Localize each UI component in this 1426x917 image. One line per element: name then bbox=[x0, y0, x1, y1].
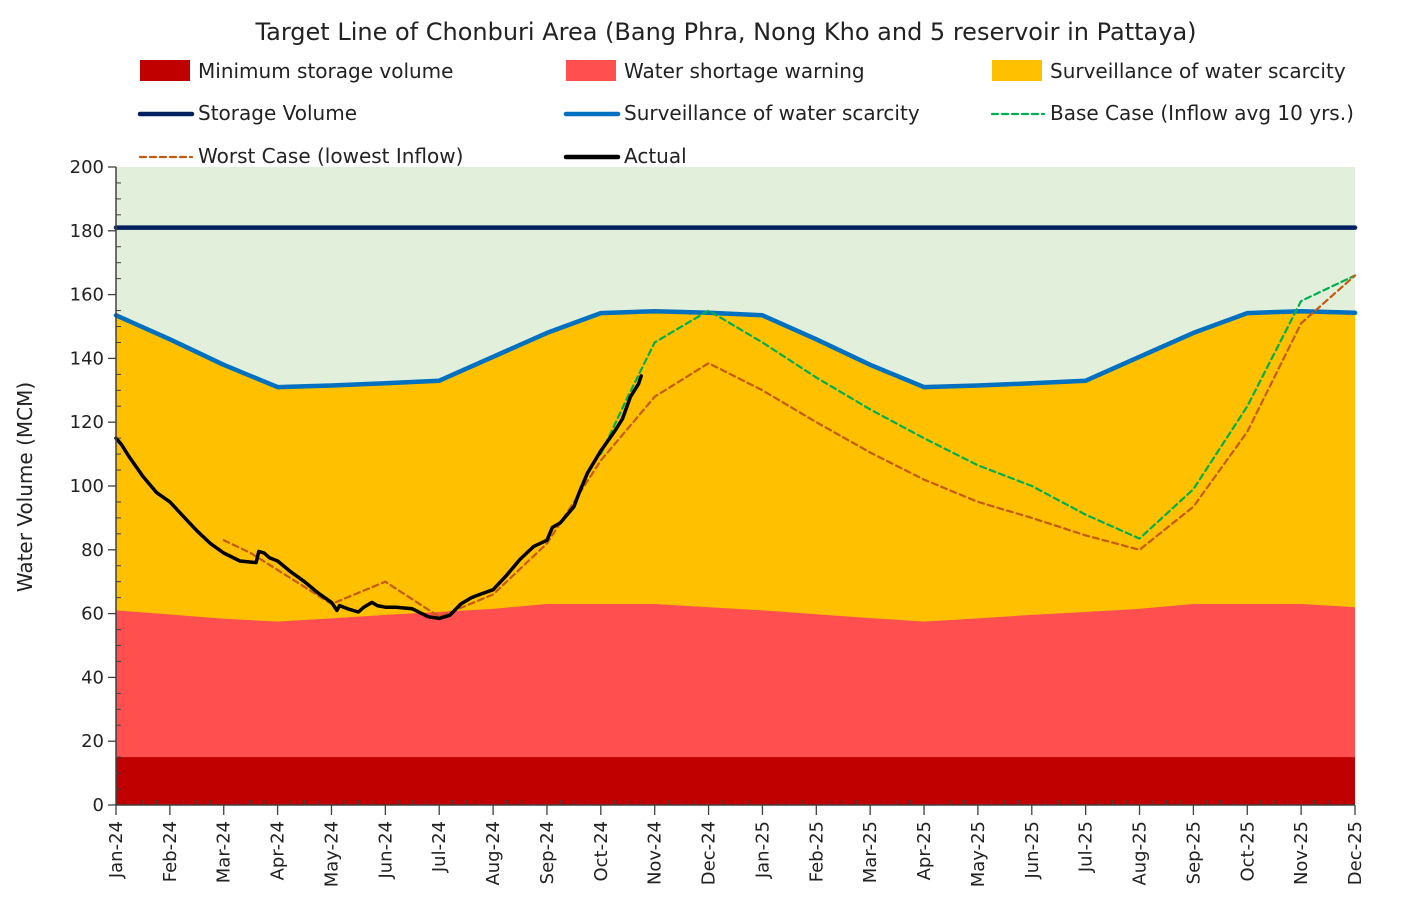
y-tick-label-1: 20 bbox=[81, 731, 104, 752]
plot-area bbox=[113, 167, 1358, 805]
legend-item-1: Water shortage warning bbox=[566, 59, 865, 83]
y-axis-title: Water Volume (MCM) bbox=[13, 382, 37, 592]
y-tick-label-9: 180 bbox=[70, 221, 104, 242]
legend-swatch-1 bbox=[566, 60, 616, 81]
x-tick-label-23: Dec-25 bbox=[1345, 821, 1366, 885]
y-tick-label-8: 160 bbox=[70, 285, 104, 306]
x-tick-label-10: Nov-24 bbox=[645, 821, 666, 885]
x-tick-label-3: Apr-24 bbox=[268, 821, 289, 880]
legend-label-3: Storage Volume bbox=[198, 101, 357, 125]
x-tick-label-18: Jul-25 bbox=[1076, 821, 1097, 873]
x-tick-label-19: Aug-25 bbox=[1130, 821, 1151, 886]
x-tick-label-12: Jan-25 bbox=[752, 821, 773, 879]
x-tick-label-8: Sep-24 bbox=[537, 821, 558, 884]
x-tick-label-5: Jun-24 bbox=[375, 821, 396, 880]
x-tick-label-14: Mar-25 bbox=[860, 821, 881, 883]
chart-title: Target Line of Chonburi Area (Bang Phra,… bbox=[254, 18, 1196, 46]
y-tick-label-7: 140 bbox=[70, 348, 104, 369]
legend-item-4: Surveillance of water scarcity bbox=[563, 101, 920, 125]
line-series-5 bbox=[599, 274, 1357, 540]
x-tick-label-16: May-25 bbox=[968, 821, 989, 887]
y-tick-label-2: 40 bbox=[81, 667, 104, 688]
legend-item-0: Minimum storage volume bbox=[140, 59, 453, 83]
legend-label-0: Minimum storage volume bbox=[198, 59, 453, 83]
legend-label-1: Water shortage warning bbox=[624, 59, 865, 83]
y-tick-label-3: 60 bbox=[81, 604, 104, 625]
x-tick-label-7: Aug-24 bbox=[483, 821, 504, 886]
x-tick-label-11: Dec-24 bbox=[699, 821, 720, 885]
legend-label-4: Surveillance of water scarcity bbox=[624, 101, 920, 125]
legend: Minimum storage volume Water shortage war… bbox=[137, 59, 1354, 168]
x-tick-label-17: Jun-25 bbox=[1022, 821, 1043, 880]
legend-item-2: Surveillance of water scarcity bbox=[992, 59, 1346, 83]
axes: 0 20 40 60 80 100 120 140 160 180 200 Jan-24 Feb-24 M… bbox=[70, 157, 1366, 887]
legend-swatch-2 bbox=[992, 60, 1042, 81]
x-tick-label-15: Apr-25 bbox=[914, 821, 935, 880]
x-tick-label-22: Nov-25 bbox=[1291, 821, 1312, 885]
x-tick-label-21: Oct-25 bbox=[1237, 821, 1258, 882]
x-tick-label-1: Feb-24 bbox=[160, 821, 181, 882]
legend-item-3: Storage Volume bbox=[137, 101, 357, 125]
x-tick-label-9: Oct-24 bbox=[591, 821, 612, 882]
legend-label-2: Surveillance of water scarcity bbox=[1050, 59, 1346, 83]
line-series-4 bbox=[113, 308, 1358, 390]
y-tick-label-10: 200 bbox=[70, 157, 104, 178]
y-tick-label-5: 100 bbox=[70, 476, 104, 497]
line-series-7 bbox=[114, 374, 643, 621]
x-tick-label-0: Jan-24 bbox=[106, 821, 127, 879]
legend-swatch-0 bbox=[140, 60, 190, 81]
area-series-1 bbox=[116, 604, 1355, 805]
x-tick-label-20: Sep-25 bbox=[1183, 821, 1204, 884]
y-tick-label-4: 80 bbox=[81, 540, 104, 561]
legend-item-6: Worst Case (lowest Inflow) bbox=[138, 144, 463, 168]
x-tick-label-13: Feb-25 bbox=[806, 821, 827, 882]
y-tick-label-0: 0 bbox=[93, 795, 104, 816]
area-series-0 bbox=[116, 757, 1355, 805]
legend-label-5: Base Case (Inflow avg 10 yrs.) bbox=[1050, 101, 1354, 125]
legend-item-7: Actual bbox=[563, 144, 687, 168]
line-series-6 bbox=[222, 274, 1357, 618]
x-tick-label-4: May-24 bbox=[321, 821, 342, 887]
x-tick-label-6: Jul-24 bbox=[429, 821, 450, 873]
legend-label-7: Actual bbox=[624, 144, 687, 168]
legend-label-6: Worst Case (lowest Inflow) bbox=[198, 144, 463, 168]
x-tick-label-2: Mar-24 bbox=[214, 821, 235, 883]
legend-item-5: Base Case (Inflow avg 10 yrs.) bbox=[990, 101, 1354, 125]
y-tick-label-6: 120 bbox=[70, 412, 104, 433]
